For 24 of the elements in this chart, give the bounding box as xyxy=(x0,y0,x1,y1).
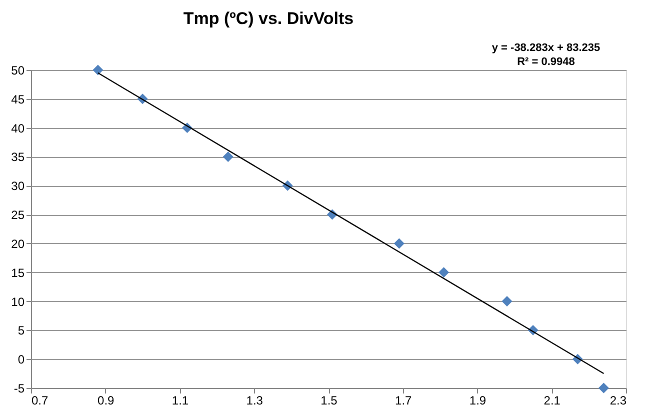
x-tick-label: 1.1 xyxy=(172,394,189,405)
text: R² = 0.9948 xyxy=(517,56,575,68)
x-tick-label: 2.1 xyxy=(544,394,561,405)
y-tick-label: 10 xyxy=(11,294,25,309)
x-tick-label: 1.3 xyxy=(246,394,264,405)
x-tick-label: 0.9 xyxy=(98,394,115,405)
y-tick-label: 30 xyxy=(11,179,25,194)
chart-title: Tmp (ºC) vs. DivVolts xyxy=(183,9,354,28)
text: y = -38.283x + 83.235 xyxy=(492,42,600,54)
x-tick-label: 1.5 xyxy=(320,394,338,405)
x-tick-label: 2.3 xyxy=(610,394,627,405)
y-tick-label: -5 xyxy=(14,382,25,396)
y-tick-label: 50 xyxy=(11,64,25,78)
x-tick-label: 1.7 xyxy=(395,394,412,405)
x-tick-label: 0.7 xyxy=(32,394,49,405)
y-tick-label: 35 xyxy=(11,150,25,164)
y-tick-label: 40 xyxy=(11,121,25,136)
y-tick-label: 20 xyxy=(11,236,25,251)
y-tick-label: 0 xyxy=(18,352,25,367)
y-tick-label: 15 xyxy=(11,266,25,280)
x-tick-label: 1.9 xyxy=(469,394,486,405)
y-tick-label: 25 xyxy=(11,208,25,222)
y-tick-label: 45 xyxy=(11,92,25,106)
y-tick-label: 5 xyxy=(18,324,25,338)
